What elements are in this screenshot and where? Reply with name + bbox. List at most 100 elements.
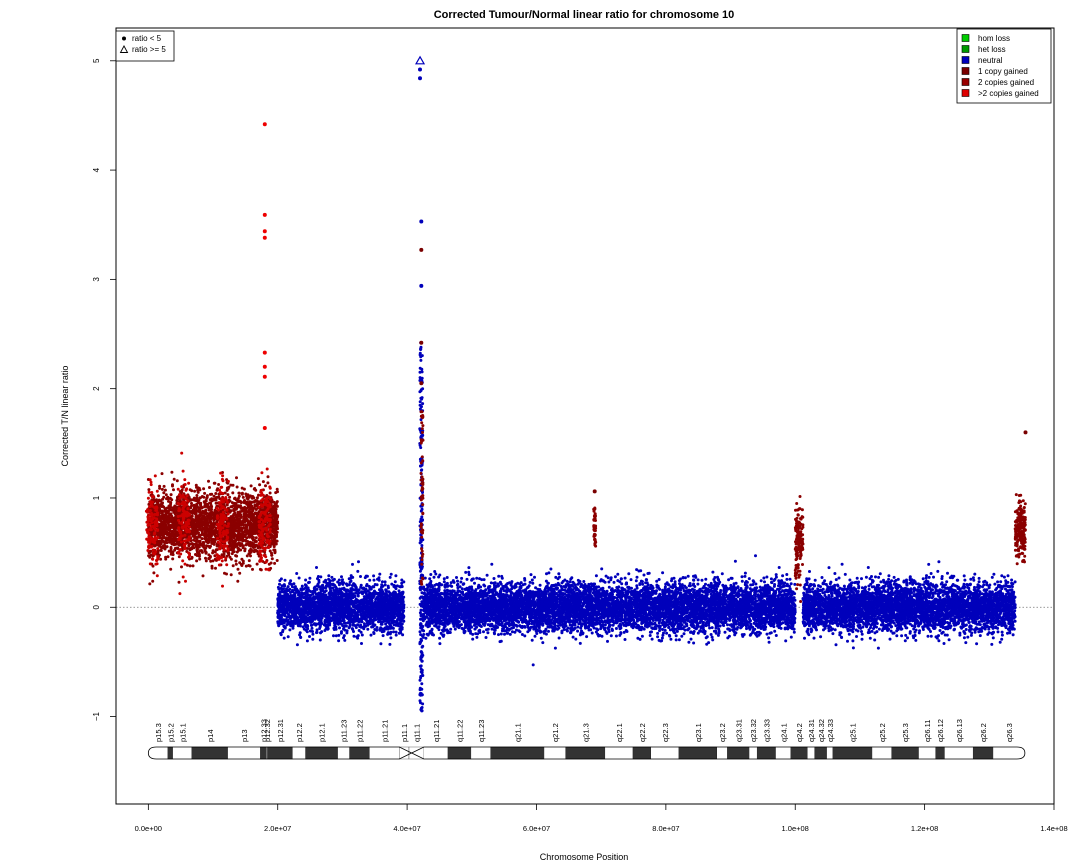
data-point [162,495,166,499]
data-point [172,537,176,541]
data-point [356,636,360,640]
data-point [162,516,166,520]
data-point [278,609,282,613]
data-point [314,609,317,613]
data-point [331,613,335,617]
data-point [296,590,300,594]
data-point [253,487,257,490]
data-point [359,630,363,634]
data-point [247,559,251,563]
data-point [278,582,281,586]
data-point [214,566,217,570]
data-point [328,603,332,607]
data-point [308,635,311,638]
data-point [232,526,236,530]
data-point [148,582,152,586]
data-point [270,557,274,561]
data-point [295,643,299,647]
data-point [394,574,398,578]
data-point [234,554,238,558]
data-point [226,493,230,497]
data-point [332,600,336,604]
data-point [397,614,401,618]
data-point [158,503,162,507]
data-point [229,509,233,513]
data-point [309,593,313,597]
data-point [293,588,297,592]
data-point [160,487,164,491]
data-point [264,484,267,488]
data-point [207,479,210,483]
data-point [197,499,201,502]
data-point [286,635,290,639]
data-point [231,491,235,495]
data-point [311,632,315,636]
data-point [205,540,209,544]
data-point [164,520,168,524]
segment-1 [276,560,406,647]
data-point [194,513,198,517]
data-point [304,584,308,588]
data-point [388,575,392,579]
data-point [275,525,279,529]
data-point [234,559,238,563]
data-point [173,524,177,528]
data-point [236,511,240,515]
data-point [281,619,285,623]
data-point [170,498,174,502]
data-point [237,491,241,495]
data-point [357,560,360,564]
data-point [391,620,395,624]
data-point [398,591,402,595]
points-layer [116,55,1054,713]
data-point [166,555,170,559]
data-point [392,585,396,588]
data-point [401,633,405,637]
data-point [276,593,280,597]
data-point [400,599,404,603]
data-point [160,509,164,513]
data-point [321,587,325,591]
data-point [189,547,193,551]
data-point [327,606,331,610]
data-point [228,530,232,533]
data-point [390,582,394,586]
data-point [360,602,364,606]
data-point [169,493,173,497]
data-point [234,562,238,566]
data-point [194,542,198,546]
data-point [227,553,231,557]
data-point [399,619,403,623]
data-point [210,507,213,511]
data-point [282,610,286,614]
data-point [203,501,207,505]
data-point [151,579,155,583]
data-point [270,553,274,557]
data-point [229,515,233,519]
data-point [394,592,398,596]
data-point [363,576,367,580]
data-point [168,508,172,512]
data-point [194,535,198,539]
data-point [388,591,392,595]
data-point [321,594,325,598]
data-point [201,526,205,530]
data-point [247,520,251,524]
data-point [317,578,321,582]
data-point [400,584,404,588]
data-point [332,603,335,607]
data-point [395,584,399,588]
data-point [386,632,390,636]
data-point [278,605,281,609]
data-point [289,619,293,623]
data-point [278,579,282,583]
data-point [293,585,297,589]
data-point [323,607,327,611]
data-point [207,513,211,517]
data-point [180,488,184,492]
data-point [200,542,203,546]
data-point [156,494,160,498]
data-point [339,631,343,635]
data-point [212,494,216,498]
data-point [274,530,278,534]
